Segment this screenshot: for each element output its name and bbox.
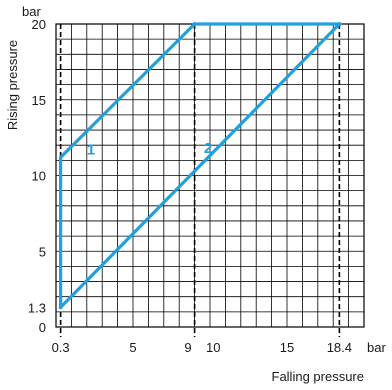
series-group xyxy=(58,21,342,310)
y-unit-label: bar xyxy=(22,4,41,19)
x-tick-label: 0.3 xyxy=(52,340,70,355)
series-label: 1 xyxy=(87,141,95,158)
y-axis-label: Rising pressure xyxy=(5,40,20,130)
x-axis-label: Falling pressure xyxy=(272,369,365,384)
series-line xyxy=(58,21,342,310)
y-tick-label: 10 xyxy=(32,169,46,184)
grid xyxy=(55,23,365,328)
x-unit-label: bar xyxy=(367,340,386,355)
y-tick-label: 0 xyxy=(39,320,46,335)
y-tick-label: 15 xyxy=(32,93,46,108)
series-label: 2 xyxy=(204,140,212,157)
x-tick-label: 9 xyxy=(184,340,191,355)
series-line xyxy=(59,21,197,309)
x-tick-label: 5 xyxy=(129,340,136,355)
x-tick-label: 10 xyxy=(206,340,220,355)
y-tick-label: 20 xyxy=(32,17,46,32)
y-tick-label: 1.3 xyxy=(28,300,46,315)
y-tick-label: 5 xyxy=(39,244,46,259)
x-tick-label: 18.4 xyxy=(327,340,352,355)
x-tick-label: 15 xyxy=(280,340,294,355)
